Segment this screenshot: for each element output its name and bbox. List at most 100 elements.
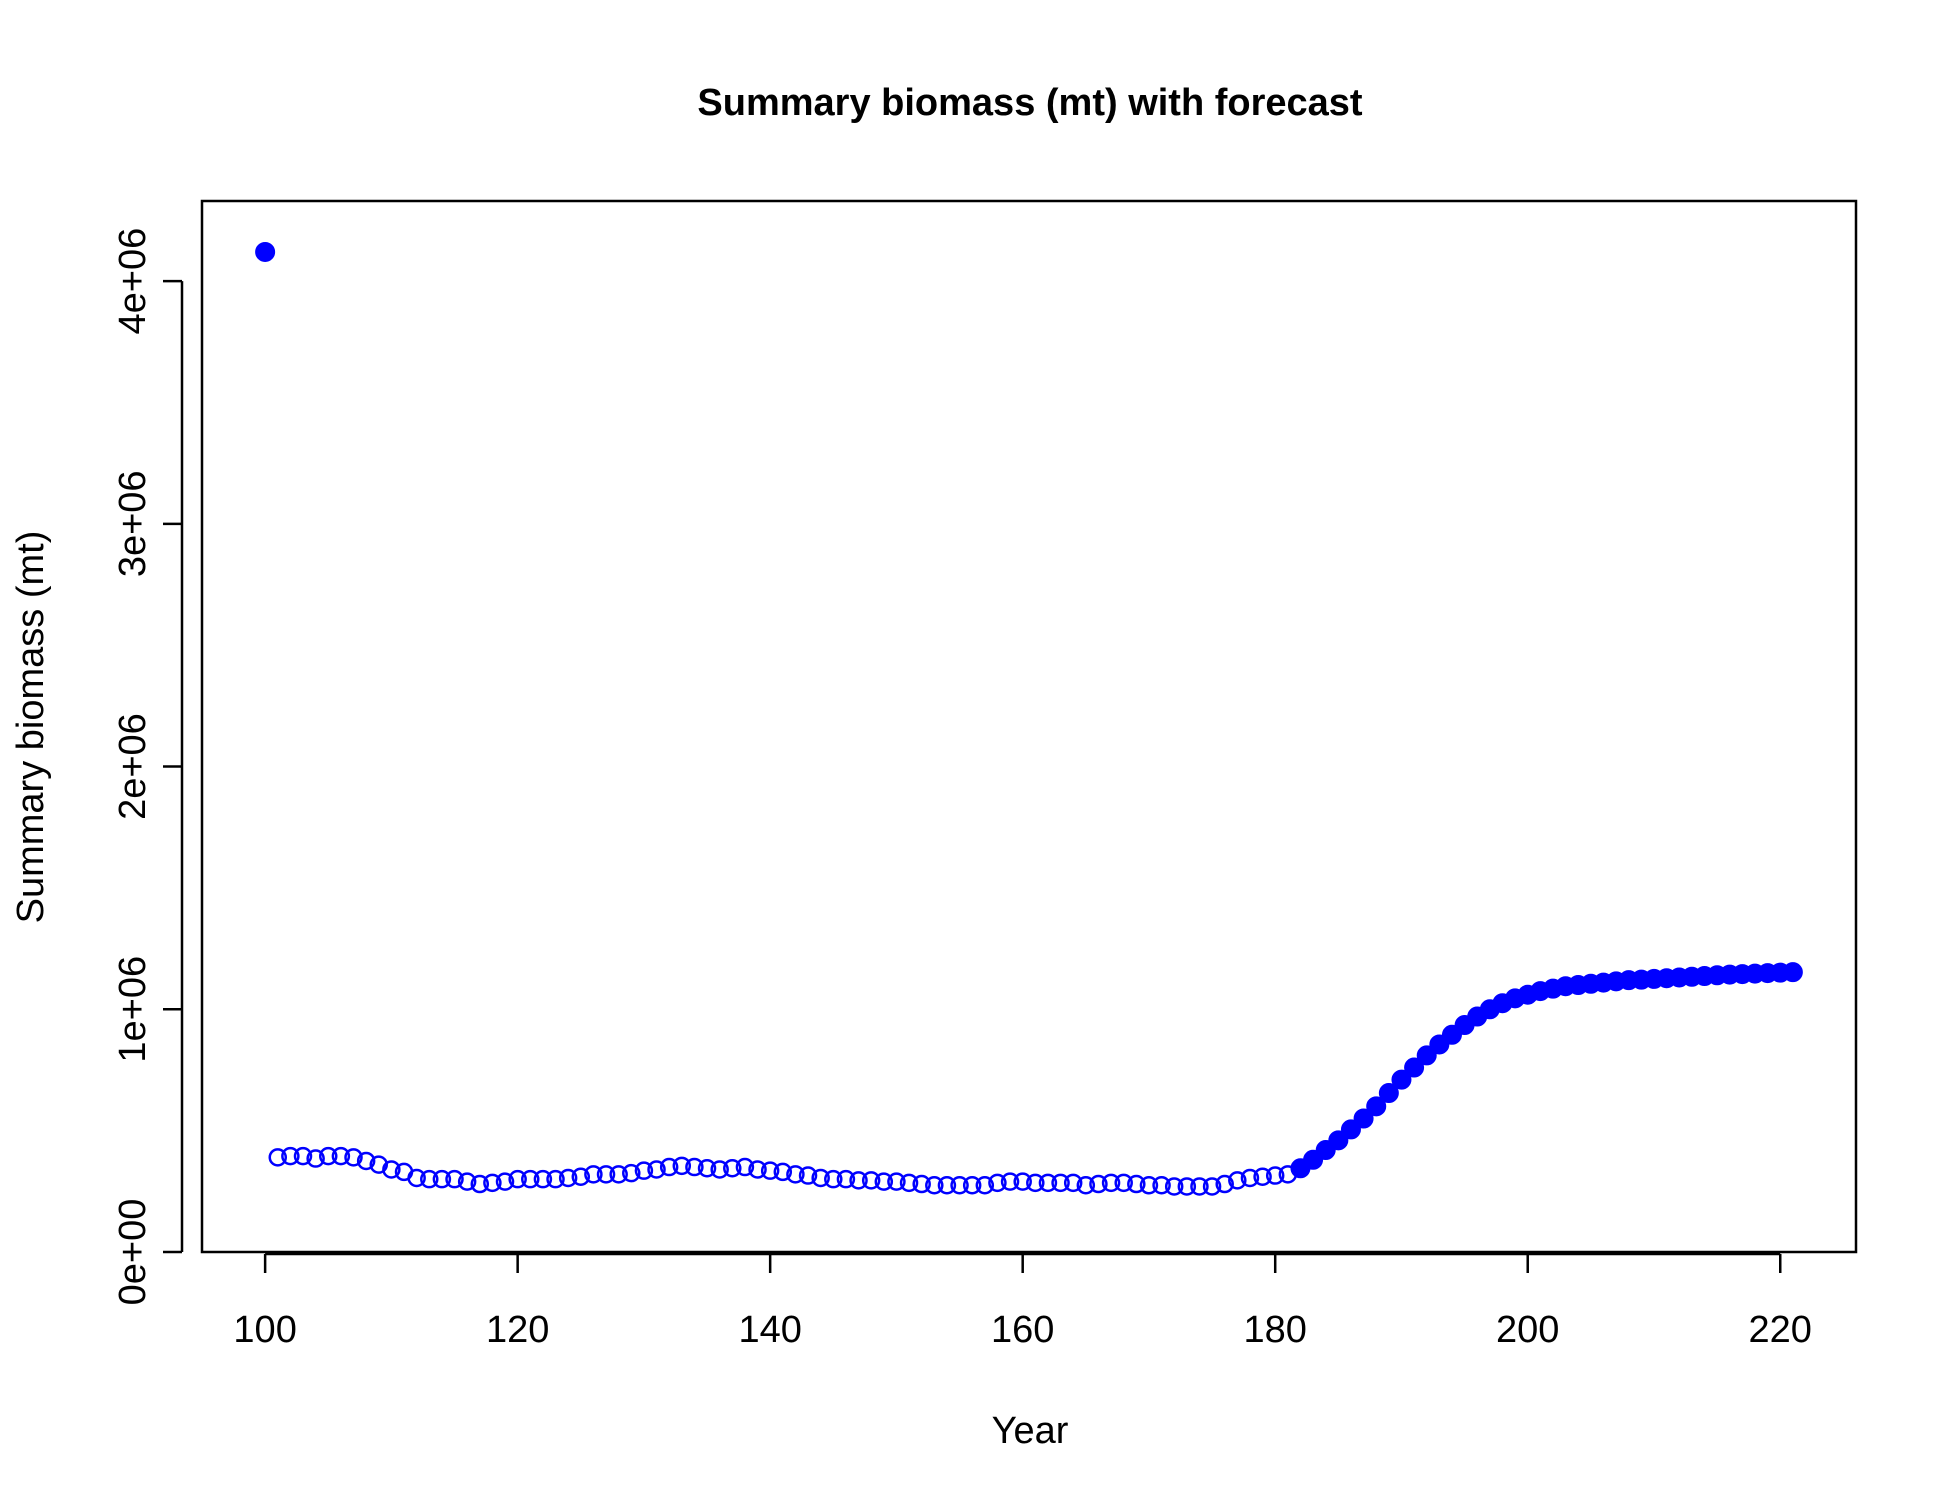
data-point-open <box>382 1160 401 1179</box>
data-point-open <box>925 1176 944 1195</box>
data-point-open <box>760 1161 780 1180</box>
data-point-open <box>584 1165 603 1184</box>
data-point-open <box>609 1165 628 1184</box>
data-point-filled <box>1366 1096 1387 1117</box>
data-point-open <box>495 1172 515 1191</box>
data-point-open <box>1152 1176 1171 1195</box>
data-point-open <box>962 1176 982 1195</box>
data-point-open <box>293 1146 313 1166</box>
data-point-open <box>306 1149 325 1168</box>
x-tick-label: 120 <box>486 1309 549 1351</box>
data-point-open <box>836 1169 856 1189</box>
data-point-open <box>1139 1176 1159 1195</box>
data-point-open <box>407 1168 426 1188</box>
data-point-filled <box>1353 1108 1374 1129</box>
data-point-open <box>887 1172 906 1191</box>
data-point-open <box>1101 1173 1121 1193</box>
data-point-open <box>912 1174 931 1194</box>
data-point-open <box>1240 1168 1260 1188</box>
data-point-open <box>356 1151 376 1171</box>
data-point-open <box>849 1171 868 1190</box>
data-point-open <box>1265 1166 1285 1185</box>
data-point-open <box>420 1169 439 1189</box>
data-point-open <box>874 1172 894 1191</box>
data-point-open <box>672 1156 692 1176</box>
data-point-open <box>748 1160 767 1179</box>
x-axis-label: Year <box>992 1410 1069 1452</box>
data-point-open <box>622 1163 641 1183</box>
data-point-filled <box>1404 1057 1425 1078</box>
data-point-open <box>950 1176 969 1195</box>
data-point-open <box>685 1157 704 1177</box>
chart-title: Summary biomass (mt) with forecast <box>697 82 1363 124</box>
data-point-filled <box>1391 1069 1412 1090</box>
data-point-open <box>1215 1174 1234 1194</box>
data-point-open <box>1038 1173 1058 1193</box>
data-points <box>255 241 1803 1196</box>
data-point-open <box>659 1157 679 1177</box>
data-point-open <box>369 1155 389 1174</box>
data-point-open <box>937 1176 957 1195</box>
y-tick-label: 4e+06 <box>112 228 154 335</box>
data-point-open <box>975 1176 995 1195</box>
x-tick-label: 180 <box>1244 1309 1307 1351</box>
y-tick-label: 2e+06 <box>112 713 154 820</box>
y-axis-label: Summary biomass (mt) <box>10 531 52 924</box>
data-point-open <box>773 1162 793 1182</box>
data-point-open <box>634 1161 654 1180</box>
data-point-open <box>1127 1174 1146 1194</box>
data-point-open <box>546 1169 565 1189</box>
x-axis: 100 120 140 160 180 200 220 <box>233 1252 1812 1351</box>
data-point-filled <box>1782 962 1803 983</box>
x-tick-label: 140 <box>738 1309 801 1351</box>
data-point-open <box>445 1169 464 1189</box>
data-point-open <box>861 1171 881 1190</box>
y-tick-label: 1e+06 <box>112 956 154 1063</box>
data-point-open <box>508 1169 527 1189</box>
data-point-open <box>344 1148 363 1167</box>
y-axis: 0e+00 1e+06 2e+06 3e+06 4e+06 <box>112 228 184 1306</box>
x-tick-label: 160 <box>991 1309 1054 1351</box>
data-point-open <box>1202 1177 1222 1196</box>
data-point-open <box>811 1168 830 1188</box>
data-point-open <box>596 1165 616 1184</box>
data-point-open <box>1089 1174 1108 1194</box>
data-point-open <box>1253 1167 1272 1187</box>
data-point-open <box>798 1166 818 1185</box>
data-point-filled <box>255 241 276 262</box>
x-tick-label: 100 <box>233 1309 296 1351</box>
data-point-open <box>697 1159 717 1178</box>
data-point-open <box>281 1146 300 1166</box>
data-point-open <box>558 1168 578 1188</box>
data-point-open <box>268 1148 288 1167</box>
data-point-open <box>824 1169 843 1189</box>
data-point-open <box>1026 1173 1045 1193</box>
data-point-open <box>735 1157 755 1177</box>
data-point-open <box>710 1160 729 1179</box>
data-point-open <box>647 1160 666 1179</box>
data-point-open <box>533 1169 553 1189</box>
y-tick-label: 3e+06 <box>112 470 154 577</box>
data-point-open <box>457 1172 477 1191</box>
x-tick-label: 220 <box>1749 1309 1812 1351</box>
data-point-filled <box>1378 1083 1399 1104</box>
data-point-open <box>1177 1177 1197 1196</box>
plot-frame <box>200 199 1858 1254</box>
data-point-open <box>331 1146 351 1166</box>
data-point-open <box>1000 1172 1020 1191</box>
data-point-open <box>1013 1172 1032 1191</box>
x-tick-label: 200 <box>1496 1309 1559 1351</box>
data-point-filled <box>1416 1045 1437 1066</box>
data-point-open <box>483 1173 502 1193</box>
data-point-open <box>899 1173 919 1193</box>
data-point-open <box>1164 1177 1184 1196</box>
data-point-open <box>432 1169 452 1189</box>
data-point-open <box>1076 1176 1096 1195</box>
y-tick-label: 0e+00 <box>112 1199 154 1306</box>
data-point-open <box>1228 1171 1247 1190</box>
data-point-open <box>319 1146 338 1166</box>
data-point-filled <box>1340 1119 1361 1140</box>
data-point-open <box>1063 1173 1083 1193</box>
data-point-open <box>1051 1173 1070 1193</box>
